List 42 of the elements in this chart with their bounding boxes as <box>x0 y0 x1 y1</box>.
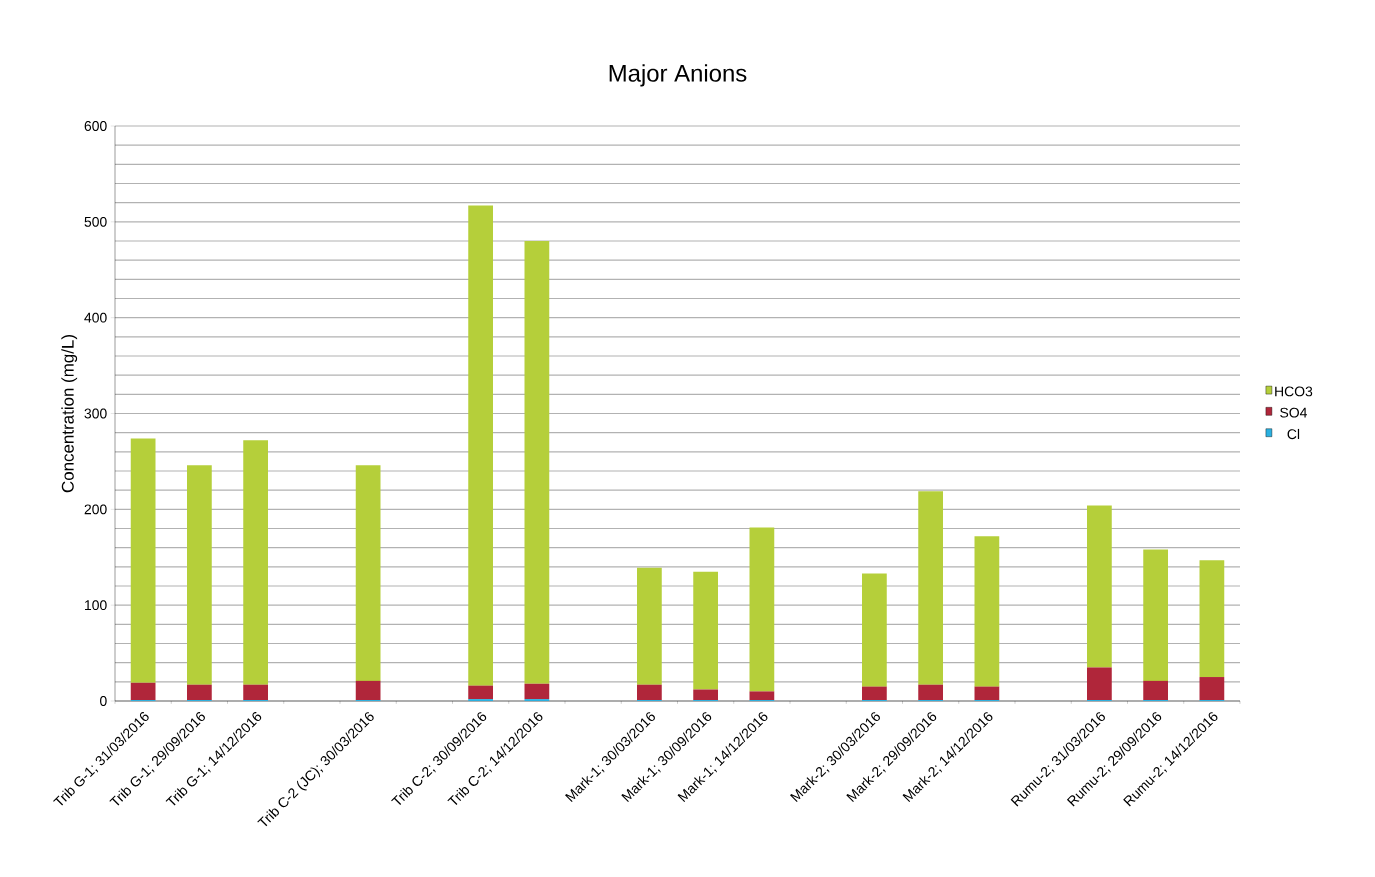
bar <box>637 567 662 685</box>
bar <box>187 684 212 701</box>
bar <box>468 685 493 700</box>
bar <box>693 571 718 690</box>
bar <box>637 684 662 701</box>
bar <box>918 491 944 685</box>
bar <box>693 689 718 701</box>
bar <box>1143 680 1169 701</box>
bar <box>355 465 381 681</box>
bar <box>1143 549 1169 681</box>
bar <box>130 682 156 701</box>
y-tick-label: 100 <box>85 600 107 611</box>
bar <box>1087 505 1112 668</box>
y-tick-label: 300 <box>84 408 107 419</box>
bar <box>524 241 550 684</box>
bar <box>243 440 268 685</box>
y-axis-title: Concentration (mg/L) <box>61 335 78 493</box>
legend-label: SO4 <box>1280 407 1307 418</box>
y-tick-label: 0 <box>100 696 107 706</box>
bar <box>355 680 381 701</box>
legend-label: HCO3 <box>1275 386 1313 397</box>
bar <box>1199 677 1225 701</box>
legend-label: Cl <box>1287 428 1300 440</box>
bar <box>524 683 550 700</box>
bar <box>862 686 887 701</box>
bar <box>749 527 775 692</box>
y-tick-label: 500 <box>84 216 107 227</box>
bar <box>1087 667 1112 701</box>
chart-title: Major Anions <box>609 64 747 87</box>
bar <box>974 536 1000 687</box>
bar <box>187 465 212 685</box>
y-tick-label: 400 <box>84 312 107 323</box>
bar <box>862 573 887 687</box>
bar <box>749 691 775 701</box>
bar <box>974 686 1000 701</box>
bar <box>468 205 493 686</box>
bar <box>243 684 268 701</box>
bar <box>1199 560 1225 678</box>
y-tick-label: 200 <box>84 504 107 515</box>
y-tick-label: 600 <box>84 121 107 131</box>
bar <box>918 684 944 701</box>
bar <box>130 438 156 683</box>
